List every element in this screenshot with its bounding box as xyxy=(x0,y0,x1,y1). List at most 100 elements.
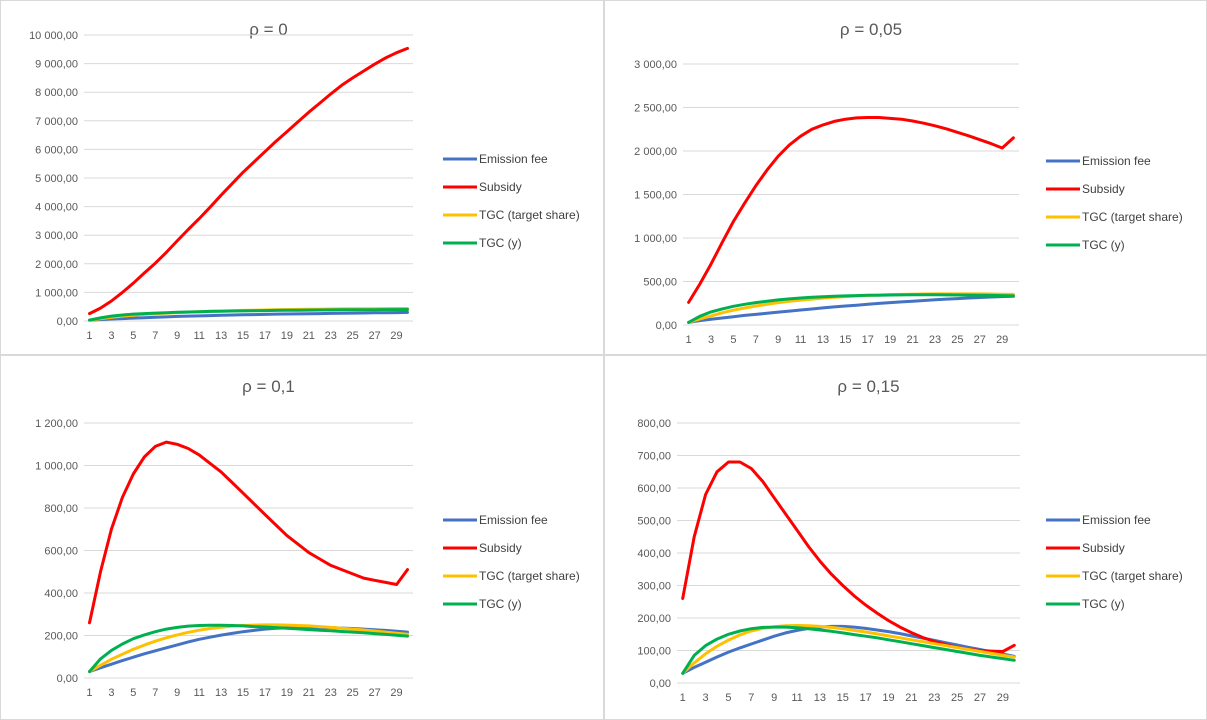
x-tick-label: 13 xyxy=(215,687,227,699)
x-tick-label: 19 xyxy=(884,334,896,346)
y-tick-label: 5 000,00 xyxy=(35,173,78,185)
y-tick-label: 200,00 xyxy=(637,613,671,625)
x-tick-label: 15 xyxy=(237,687,249,699)
legend-label: Emission fee xyxy=(479,513,548,527)
legend-label: TGC (y) xyxy=(1082,597,1125,611)
x-tick-label: 13 xyxy=(215,330,227,342)
x-tick-label: 3 xyxy=(108,687,114,699)
x-tick-label: 9 xyxy=(174,687,180,699)
y-tick-label: 400,00 xyxy=(44,588,78,600)
x-tick-label: 23 xyxy=(929,334,941,346)
legend-label: TGC (y) xyxy=(479,597,522,611)
y-tick-label: 800,00 xyxy=(44,503,78,515)
y-tick-label: 6 000,00 xyxy=(35,144,78,156)
series-line-tgc-target-share xyxy=(681,624,1016,675)
legend-label: Subsidy xyxy=(1082,541,1125,555)
x-tick-label: 27 xyxy=(974,334,986,346)
x-tick-label: 1 xyxy=(686,334,692,346)
x-tick-label: 21 xyxy=(905,692,917,704)
x-tick-label: 25 xyxy=(951,692,963,704)
x-tick-label: 25 xyxy=(347,687,359,699)
x-tick-label: 23 xyxy=(928,692,940,704)
y-tick-label: 500,00 xyxy=(637,516,671,528)
chart-svg: ρ = 0,1 0,00 200,00 400,00 600,00 800,00 1 000… xyxy=(35,377,580,699)
x-tick-label: 7 xyxy=(152,330,158,342)
legend-label: TGC (target share) xyxy=(479,569,580,583)
x-tick-label: 7 xyxy=(753,334,759,346)
legend-label: TGC (y) xyxy=(1082,238,1125,252)
x-tick-label: 21 xyxy=(303,687,315,699)
chart-svg: ρ = 0,15 0,00 100,00 200,00 300,00 400,00 500,… xyxy=(637,377,1183,704)
legend-label: TGC (target share) xyxy=(1082,569,1183,583)
x-tick-label: 27 xyxy=(368,330,380,342)
x-tick-label: 11 xyxy=(193,330,204,342)
y-tick-label: 2 000,00 xyxy=(35,259,78,271)
chart-title: ρ = 0 xyxy=(249,20,288,39)
x-tick-label: 5 xyxy=(130,687,136,699)
x-tick-label: 15 xyxy=(837,692,849,704)
legend-label: Emission fee xyxy=(1082,154,1151,168)
x-tick-label: 29 xyxy=(996,334,1008,346)
x-tick-label: 3 xyxy=(108,330,114,342)
x-tick-label: 9 xyxy=(174,330,180,342)
y-tick-label: 0,00 xyxy=(656,320,677,332)
y-tick-label: 2 500,00 xyxy=(634,103,677,115)
y-tick-label: 3 000,00 xyxy=(35,230,78,242)
x-tick-label: 21 xyxy=(303,330,315,342)
y-tick-label: 600,00 xyxy=(637,483,671,495)
x-tick-label: 23 xyxy=(325,330,337,342)
x-tick-label: 29 xyxy=(390,687,402,699)
chart-panel-rho-005: ρ = 0,05 0,00 500,00 1 000,00 1 500,00 2 000,… xyxy=(604,0,1207,355)
y-tick-label: 9 000,00 xyxy=(35,59,78,71)
y-tick-label: 1 000,00 xyxy=(35,287,78,299)
x-tick-label: 25 xyxy=(347,330,359,342)
y-tick-label: 3 000,00 xyxy=(634,59,677,71)
x-tick-label: 15 xyxy=(237,330,249,342)
chart-svg: ρ = 0,05 0,00 500,00 1 000,00 1 500,00 2 000,… xyxy=(634,20,1183,346)
x-tick-label: 19 xyxy=(281,687,293,699)
x-tick-label: 19 xyxy=(882,692,894,704)
y-tick-label: 400,00 xyxy=(637,548,671,560)
series-line-emission-fee xyxy=(687,294,1015,324)
y-tick-label: 10 000,00 xyxy=(29,30,78,42)
y-tick-label: 1 000,00 xyxy=(35,461,78,473)
y-tick-label: 0,00 xyxy=(650,678,671,690)
x-tick-label: 29 xyxy=(390,330,402,342)
x-tick-label: 3 xyxy=(703,692,709,704)
legend-label: TGC (target share) xyxy=(479,208,580,222)
series-line-emission-fee xyxy=(88,625,409,674)
x-tick-label: 9 xyxy=(771,692,777,704)
y-tick-label: 500,00 xyxy=(643,277,677,289)
y-tick-label: 300,00 xyxy=(637,581,671,593)
y-tick-label: 1 000,00 xyxy=(634,233,677,245)
series-line-tgc-y xyxy=(681,625,1016,675)
legend-label: Subsidy xyxy=(479,541,522,555)
x-tick-label: 1 xyxy=(86,687,92,699)
y-tick-label: 200,00 xyxy=(44,631,78,643)
x-tick-label: 1 xyxy=(680,692,686,704)
y-tick-label: 4 000,00 xyxy=(35,202,78,214)
x-tick-label: 9 xyxy=(775,334,781,346)
x-tick-label: 21 xyxy=(906,334,918,346)
y-tick-label: 1 500,00 xyxy=(634,190,677,202)
legend-label: TGC (y) xyxy=(479,236,522,250)
x-tick-label: 7 xyxy=(152,687,158,699)
x-tick-label: 3 xyxy=(708,334,714,346)
y-tick-label: 2 000,00 xyxy=(634,146,677,158)
legend-label: Subsidy xyxy=(479,180,522,194)
series-line-subsidy xyxy=(88,46,409,316)
series-line-subsidy xyxy=(687,116,1015,304)
y-tick-label: 7 000,00 xyxy=(35,116,78,128)
x-tick-label: 17 xyxy=(259,330,271,342)
legend-label: TGC (target share) xyxy=(1082,210,1183,224)
y-tick-label: 600,00 xyxy=(44,546,78,558)
y-tick-label: 700,00 xyxy=(637,451,671,463)
x-tick-label: 5 xyxy=(730,334,736,346)
x-tick-label: 25 xyxy=(951,334,963,346)
series-line-emission-fee xyxy=(88,310,409,322)
x-tick-label: 17 xyxy=(259,687,271,699)
legend-label: Emission fee xyxy=(1082,513,1151,527)
y-tick-label: 0,00 xyxy=(57,316,78,328)
x-tick-label: 5 xyxy=(130,330,136,342)
x-tick-label: 17 xyxy=(860,692,872,704)
